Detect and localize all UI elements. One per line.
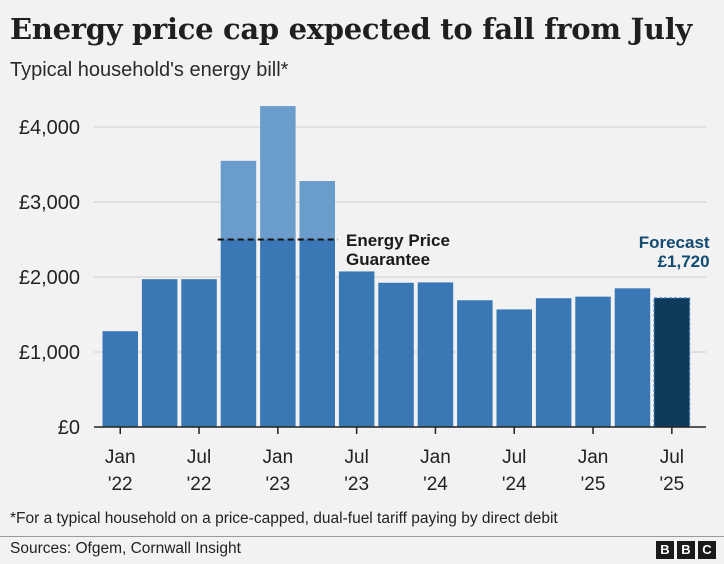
guarantee-label: Energy Price <box>346 231 450 250</box>
x-tick-label: Jul <box>187 447 211 468</box>
chart-title: Energy price cap expected to fall from J… <box>10 12 692 46</box>
bar <box>260 239 296 427</box>
bar <box>417 282 454 427</box>
bar <box>102 331 138 427</box>
bar <box>299 239 335 427</box>
x-tick-label: Jan <box>420 447 451 468</box>
x-tick-label: Jan <box>578 447 609 468</box>
bar-above-guarantee <box>260 106 296 240</box>
x-tick-label: Jul <box>660 447 684 468</box>
x-tick-label: Jul <box>502 447 526 468</box>
bar <box>575 296 611 427</box>
bar <box>220 239 257 427</box>
bbc-logo-letter: B <box>656 541 674 559</box>
bar-above-guarantee <box>220 160 257 240</box>
forecast-bar <box>653 297 691 428</box>
x-tick-label: '24 <box>423 474 448 495</box>
bbc-logo: B B C <box>656 541 716 559</box>
bar-above-guarantee <box>299 181 335 240</box>
x-tick-label: '24 <box>502 474 527 495</box>
bar <box>614 288 651 427</box>
x-tick-label: Jul <box>345 447 369 468</box>
x-tick-label: '25 <box>659 474 684 495</box>
chart-subtitle: Typical household's energy bill* <box>10 59 289 81</box>
bar <box>378 282 414 427</box>
bar <box>457 300 493 427</box>
bar <box>338 271 375 427</box>
y-tick-label: £2,000 <box>19 267 80 289</box>
x-tick-label: Jan <box>105 447 136 468</box>
x-tick-label: Jan <box>263 447 294 468</box>
footer-divider <box>0 536 724 537</box>
y-tick-label: £1,000 <box>19 342 80 364</box>
bar <box>181 279 217 427</box>
x-tick-label: '23 <box>265 474 290 495</box>
bar <box>496 309 532 427</box>
sources-note: Sources: Ofgem, Cornwall Insight <box>10 540 241 557</box>
bar <box>141 279 178 427</box>
bbc-logo-letter: C <box>698 541 716 559</box>
y-tick-label: £0 <box>58 417 80 439</box>
bar <box>535 298 572 427</box>
footnote: *For a typical household on a price-capp… <box>10 510 558 527</box>
bbc-logo-letter: B <box>677 541 695 559</box>
guarantee-label: Guarantee <box>346 250 430 269</box>
forecast-value-label: £1,720 <box>658 252 710 271</box>
x-tick-label: '22 <box>187 474 212 495</box>
x-tick-label: '25 <box>581 474 606 495</box>
x-tick-label: '23 <box>344 474 369 495</box>
bar-chart: £0 £1,000 £2,000 £3,000 £4,000 Energy PriceGu… <box>19 106 710 495</box>
y-tick-label: £3,000 <box>19 192 80 214</box>
y-tick-label: £4,000 <box>19 117 80 139</box>
x-tick-label: '22 <box>108 474 133 495</box>
forecast-label: Forecast <box>639 233 710 252</box>
